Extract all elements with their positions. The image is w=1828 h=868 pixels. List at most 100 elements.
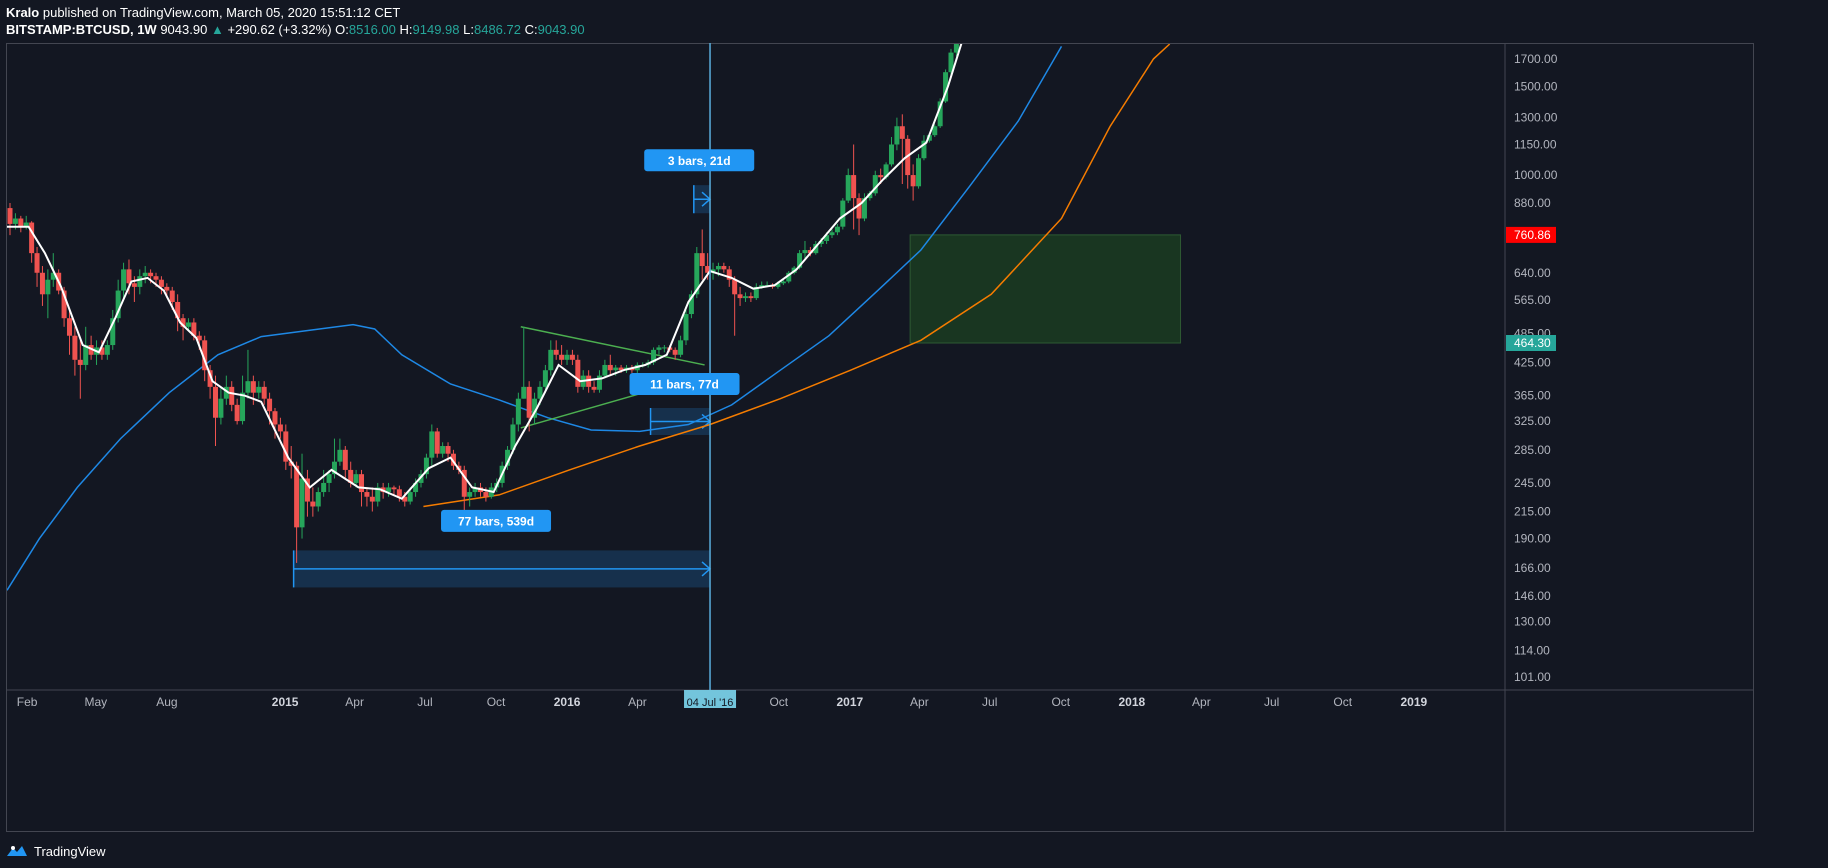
price-tick-label: 325.00 [1514,414,1551,428]
time-tick-label: Jul [417,695,432,709]
candle-body [104,345,110,355]
time-tick-label: 2015 [272,695,299,709]
time-tick-label: Oct [487,695,506,709]
symbol-line: BITSTAMP:BTCUSD, 1W 9043.90 ▲ +290.62 (+… [6,21,1206,38]
candle-body [50,272,56,280]
candle-body [126,269,132,284]
candle-body [450,453,456,466]
candle-body [261,386,267,399]
author-name[interactable]: Kralo [6,5,40,20]
candle-body [759,285,765,287]
candle-body [586,375,592,387]
candle-body [369,496,375,502]
candle-body [618,367,624,371]
price-tick-label: 1700.00 [1514,52,1558,66]
candle-body [883,164,889,178]
time-tick-label: May [85,695,108,709]
candle-body [277,424,283,432]
close-label: C: [524,22,538,37]
candle-body [856,198,862,219]
candle-body [607,364,613,371]
time-tick-label: Feb [17,695,38,709]
candle-body [542,370,548,387]
price-tick-label: 190.00 [1514,532,1551,546]
candle-body [861,198,867,219]
candle-body [418,474,424,483]
tradingview-brand[interactable]: TradingView [34,843,106,859]
candle-body [267,398,273,412]
candle-body [651,349,657,363]
candle-body [196,335,202,341]
candle-body [834,226,840,233]
candle-body [310,501,316,507]
time-tick-label: Apr [1192,695,1211,709]
candle-body [505,449,511,466]
candle-body [142,272,148,277]
price-badge-label: 760.86 [1514,228,1551,242]
chart-frame[interactable] [6,43,1754,832]
time-tick-label: 2016 [554,695,581,709]
candle-body [423,457,429,475]
candle-body [737,294,743,299]
candle-body [326,474,332,483]
candle-body [321,482,327,493]
candle-body [331,461,337,475]
candle-body [348,469,354,483]
candle-body [916,158,922,187]
candle-body [672,349,678,355]
time-tick-label: Apr [345,695,364,709]
candle-body [207,370,213,387]
candle-body [878,175,884,178]
candle-body [943,72,949,102]
symbol-label[interactable]: BITSTAMP:BTCUSD, 1W [6,22,157,37]
candle-body [110,318,116,346]
time-tick-label: Oct [1051,695,1070,709]
price-badge [1506,335,1556,352]
candle-body [304,478,310,502]
candle-body [88,345,94,355]
candle-body [721,266,727,270]
target-zone [909,234,1182,344]
candle-body [29,222,35,254]
price-tick-label: 215.00 [1514,505,1551,519]
price-tick-label: 166.00 [1514,561,1551,575]
candle-body [748,296,754,299]
time-tick-label: Apr [910,695,929,709]
candle-body [407,492,413,502]
candle-body [694,253,700,295]
tradingview-logo-icon[interactable] [6,844,28,858]
candle-body [797,253,803,268]
measure-label: 77 bars, 539d [458,514,534,528]
candle-body [510,424,516,450]
candle-body [77,359,83,365]
candle-body [83,345,89,365]
price-tick-label: 565.00 [1514,293,1551,307]
candle-body [250,381,256,393]
candle-body [218,398,224,418]
candle-body [240,392,246,422]
candle-body [775,283,781,287]
candle-body [851,175,857,199]
candle-body [191,322,197,336]
candle-body [899,126,905,139]
measure-label-box [629,372,740,395]
candle-body [148,272,154,277]
price-tick-label: 1300.00 [1514,111,1558,125]
candle-body [596,375,602,390]
candle-body [66,318,72,336]
candle-body [532,398,538,418]
candle-body [158,279,164,287]
candle-body [678,340,684,355]
price-tick-label: 640.00 [1514,266,1551,280]
candle-body [283,431,289,462]
publish-info: published on TradingView.com, March 05, … [42,5,401,20]
candle-body [742,296,748,299]
candle-body [564,354,570,360]
candle-body [829,232,835,236]
candle-body [715,266,721,270]
time-tick-label: Oct [1333,695,1352,709]
candle-body [342,449,348,470]
candle-body [802,250,808,254]
candle-body [429,431,435,458]
